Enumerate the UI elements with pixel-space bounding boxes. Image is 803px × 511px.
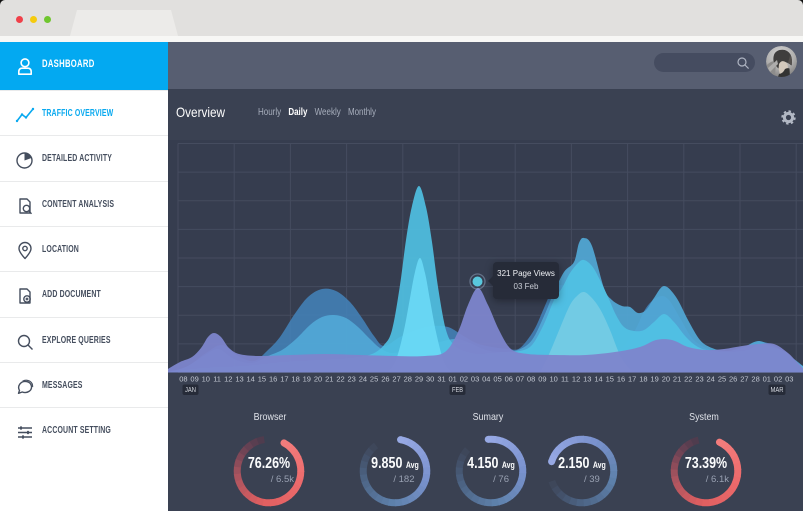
svg-text:05: 05 <box>493 375 501 384</box>
svg-text:23: 23 <box>695 375 703 384</box>
svg-text:08: 08 <box>179 375 187 384</box>
svg-text:20: 20 <box>314 375 322 384</box>
svg-text:26: 26 <box>381 375 389 384</box>
svg-text:JAN: JAN <box>185 387 196 394</box>
svg-text:16: 16 <box>617 375 625 384</box>
svg-text:12: 12 <box>572 375 580 384</box>
svg-text:10: 10 <box>202 375 210 384</box>
svg-text:27: 27 <box>392 375 400 384</box>
svg-text:09: 09 <box>538 375 546 384</box>
svg-text:19: 19 <box>650 375 658 384</box>
svg-text:28: 28 <box>751 375 759 384</box>
svg-text:13: 13 <box>235 375 243 384</box>
svg-text:19: 19 <box>303 375 311 384</box>
svg-text:22: 22 <box>336 375 344 384</box>
svg-text:28: 28 <box>404 375 412 384</box>
svg-text:01: 01 <box>449 375 457 384</box>
svg-text:21: 21 <box>325 375 333 384</box>
svg-text:27: 27 <box>740 375 748 384</box>
svg-text:06: 06 <box>505 375 513 384</box>
svg-text:07: 07 <box>516 375 524 384</box>
svg-text:23: 23 <box>348 375 356 384</box>
svg-text:25: 25 <box>370 375 378 384</box>
svg-text:16: 16 <box>269 375 277 384</box>
svg-text:21: 21 <box>673 375 681 384</box>
svg-text:MAR: MAR <box>771 387 784 394</box>
svg-text:22: 22 <box>684 375 692 384</box>
svg-text:13: 13 <box>583 375 591 384</box>
svg-text:10: 10 <box>550 375 558 384</box>
svg-text:02: 02 <box>774 375 782 384</box>
svg-text:25: 25 <box>718 375 726 384</box>
svg-text:09: 09 <box>190 375 198 384</box>
svg-text:FEB: FEB <box>452 387 463 394</box>
svg-text:20: 20 <box>662 375 670 384</box>
svg-text:18: 18 <box>291 375 299 384</box>
svg-text:15: 15 <box>258 375 266 384</box>
svg-text:17: 17 <box>628 375 636 384</box>
svg-text:11: 11 <box>213 375 221 384</box>
svg-text:12: 12 <box>224 375 232 384</box>
svg-text:24: 24 <box>707 375 715 384</box>
svg-text:08: 08 <box>527 375 535 384</box>
svg-text:24: 24 <box>359 375 367 384</box>
svg-text:31: 31 <box>437 375 445 384</box>
svg-text:14: 14 <box>247 375 255 384</box>
svg-text:01: 01 <box>763 375 771 384</box>
svg-text:14: 14 <box>594 375 602 384</box>
svg-text:29: 29 <box>415 375 423 384</box>
svg-text:17: 17 <box>280 375 288 384</box>
svg-text:18: 18 <box>639 375 647 384</box>
svg-text:03: 03 <box>785 375 793 384</box>
svg-text:26: 26 <box>729 375 737 384</box>
svg-text:30: 30 <box>426 375 434 384</box>
svg-text:04: 04 <box>482 375 490 384</box>
svg-text:03: 03 <box>471 375 479 384</box>
svg-text:11: 11 <box>561 375 569 384</box>
svg-text:02: 02 <box>460 375 468 384</box>
svg-text:15: 15 <box>606 375 614 384</box>
